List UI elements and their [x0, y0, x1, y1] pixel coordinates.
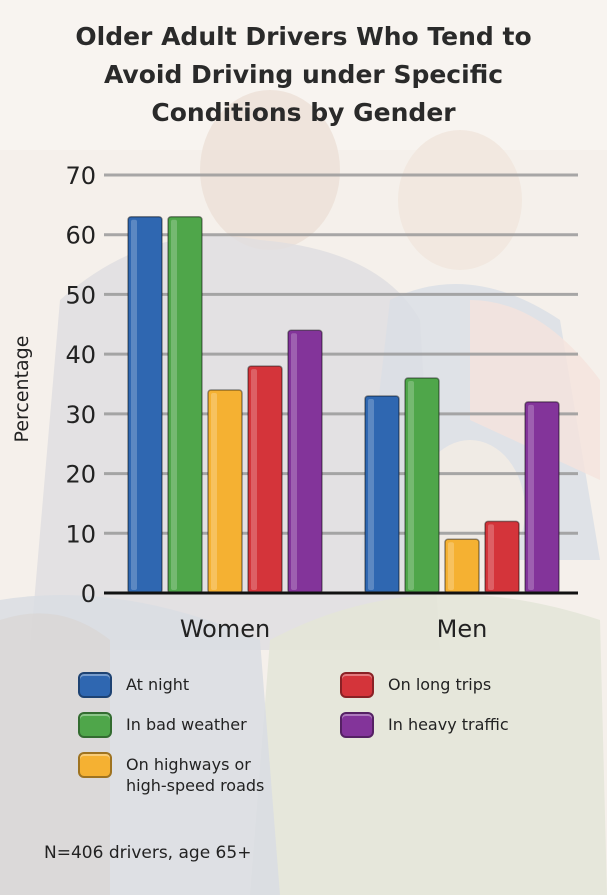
bar-highlight-1-0	[368, 398, 374, 590]
chart-title: Older Adult Drivers Who Tend to Avoid Dr…	[20, 18, 587, 132]
y-tick-label-50: 50	[65, 281, 96, 309]
legend-item-in-heavy-traffic: In heavy traffic	[340, 712, 509, 738]
chart-title-line-2: Avoid Driving under Specific	[103, 60, 504, 89]
bar-highlight-1-1	[408, 381, 414, 590]
legend-item-on-long-trips: On long trips	[340, 672, 491, 698]
bar-highlight-1-4	[528, 404, 534, 590]
y-tick-label-20: 20	[65, 461, 96, 489]
legend-swatch	[340, 672, 374, 698]
legend-label: On long trips	[388, 675, 492, 694]
bar-highlight-0-4	[291, 333, 297, 590]
legend-swatch	[78, 712, 112, 738]
y-tick-label-0: 0	[81, 580, 96, 608]
bar-highlight-1-2	[448, 542, 454, 590]
legend-label: At night	[126, 675, 190, 694]
legend-swatch	[340, 712, 374, 738]
legend-label: On highways or high-speed roads	[126, 755, 265, 795]
bar-highlight-0-0	[131, 219, 137, 591]
legend-item-in-bad-weather: In bad weather	[78, 712, 247, 738]
bar-highlight-0-2	[211, 392, 217, 590]
bar-chart: 0 10 20 30 40 50 60 70 Women Men	[65, 162, 578, 643]
legend-swatch	[78, 672, 112, 698]
y-tick-label-30: 30	[65, 401, 96, 429]
y-tick-label-70: 70	[65, 162, 96, 190]
bar-highlight-0-3	[251, 369, 257, 590]
bar-highlight-0-1	[171, 219, 177, 591]
y-tick-label-60: 60	[65, 222, 96, 250]
y-tick-label-10: 10	[65, 520, 96, 548]
footnote: N=406 drivers, age 65+	[44, 843, 252, 863]
y-tick-label-40: 40	[65, 341, 96, 369]
chart-title-line-1: Older Adult Drivers Who Tend to	[75, 22, 532, 51]
x-tick-label-men: Men	[437, 615, 488, 643]
legend-label: In heavy traffic	[388, 715, 509, 734]
legend-item-on-highways-or-high-speed-roads: On highways or high-speed roads	[78, 752, 264, 796]
chart-title-line-3: Conditions by Gender	[151, 98, 456, 127]
legend-label: In bad weather	[126, 715, 247, 734]
x-tick-label-women: Women	[180, 615, 270, 643]
bar-highlight-1-3	[488, 524, 494, 590]
legend-item-at-night: At night	[78, 672, 189, 698]
legend-swatch	[78, 752, 112, 778]
